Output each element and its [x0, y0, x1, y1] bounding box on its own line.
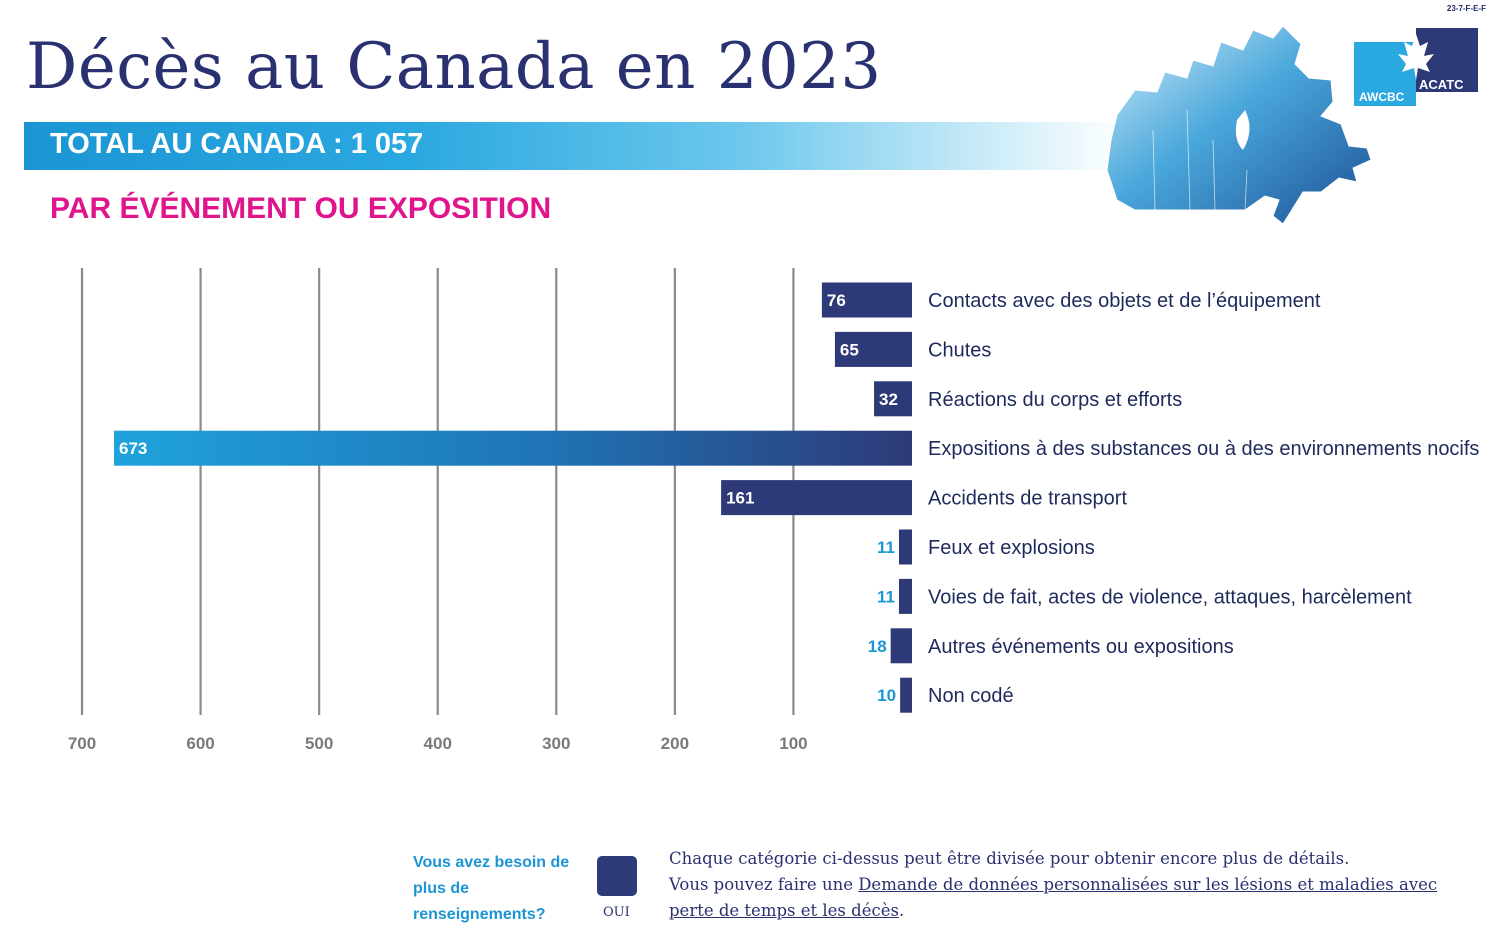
tick-label-600: 600 — [186, 734, 214, 753]
category-label-1: Contacts avec des objets et de l’équipem… — [928, 290, 1321, 312]
category-label-7: Voies de fait, actes de violence, attaqu… — [928, 586, 1412, 608]
value-label-9: 10 — [877, 686, 896, 705]
bar-2 — [834, 331, 912, 367]
bar-chart: 700 600 500 400 300 200 100 76 Contacts avec des… — [68, 268, 1479, 753]
value-label-8: 18 — [868, 637, 887, 656]
category-label-8: Autres événements ou expositions — [928, 636, 1234, 658]
category-label-9: Non codé — [928, 685, 1014, 707]
oui-button[interactable] — [597, 856, 637, 896]
bar-1 — [821, 282, 912, 318]
bar-9 — [900, 677, 912, 713]
tick-label-400: 400 — [424, 734, 452, 753]
tick-label-500: 500 — [305, 734, 333, 753]
page-title: Décès au Canada en 2023 — [26, 30, 882, 104]
awcbc-acatc-logo-icon — [1354, 28, 1478, 106]
value-label-7: 11 — [877, 587, 895, 606]
oui-label: OUI — [603, 905, 630, 920]
bar-4 — [114, 430, 912, 466]
footer-text-end: . — [898, 901, 905, 920]
bar-8 — [890, 628, 912, 664]
category-label-4: Expositions à des substances ou à des en… — [928, 438, 1479, 460]
footer-question: Vous avez besoin de plus de renseignemen… — [413, 854, 570, 923]
data-request-link[interactable]: Demande de données personnalisées sur le… — [669, 875, 1438, 920]
category-label-5: Accidents de transport — [928, 488, 1127, 510]
category-label-6: Feux et explosions — [928, 537, 1095, 559]
total-banner: TOTAL AU CANADA : 1 057 — [24, 122, 1124, 170]
footer-text-line1: Chaque catégorie ci-dessus peut être div… — [669, 849, 1350, 868]
value-label-4: 673 — [119, 439, 147, 458]
tick-label-300: 300 — [542, 734, 570, 753]
value-label-1: 76 — [827, 291, 846, 310]
bar-6 — [898, 529, 912, 565]
logo-awcbc-text: AWCBC — [1359, 90, 1405, 104]
footer-text-line2: Vous pouvez faire une — [669, 875, 859, 894]
category-label-2: Chutes — [928, 339, 991, 361]
footer-text: Chaque catégorie ci-dessus peut être div… — [669, 846, 1469, 924]
value-label-6: 11 — [877, 538, 895, 557]
tick-label-700: 700 — [68, 734, 96, 753]
tick-label-100: 100 — [779, 734, 807, 753]
category-label-3: Réactions du corps et efforts — [928, 389, 1182, 411]
chart-subtitle: PAR ÉVÉNEMENT OU EXPOSITION — [50, 192, 552, 225]
logo-acatc-text: ACATC — [1419, 77, 1464, 92]
canada-map-icon — [1106, 25, 1372, 225]
value-label-5: 161 — [726, 489, 754, 508]
document-code: 23-7-F-E-F — [1446, 4, 1486, 13]
value-label-2: 65 — [840, 340, 859, 359]
value-label-3: 32 — [879, 390, 898, 409]
bar-7 — [898, 578, 912, 614]
tick-label-200: 200 — [661, 734, 689, 753]
total-label: TOTAL AU CANADA : 1 057 — [50, 128, 424, 160]
bar-5 — [721, 480, 912, 516]
bar-3 — [874, 381, 912, 417]
